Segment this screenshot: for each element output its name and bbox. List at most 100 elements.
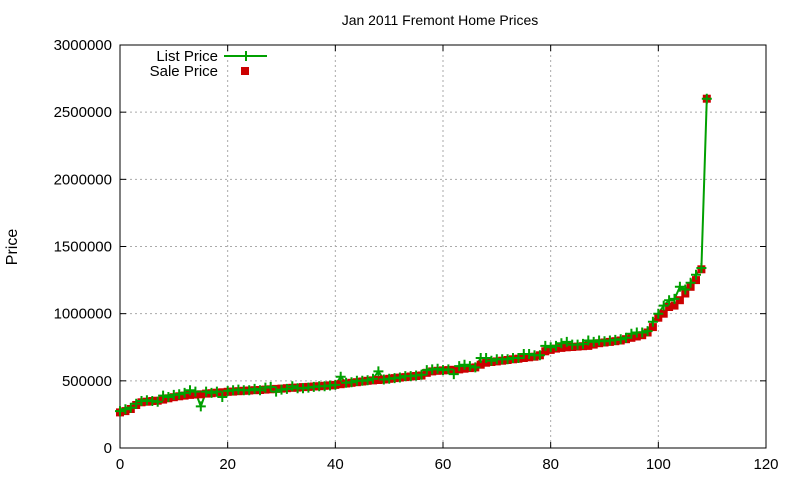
list-price-point	[561, 336, 572, 347]
sale-price-point	[665, 303, 674, 311]
axis-ticks: 0 500000 1000000 1500000 2000000 2500000 30000…	[54, 37, 779, 473]
x-tick-label: 120	[753, 456, 778, 473]
list-price-point	[330, 379, 341, 390]
list-price-point	[244, 385, 255, 396]
list-price-point	[524, 349, 535, 359]
list-price-point	[416, 369, 427, 380]
list-price-point	[513, 353, 524, 363]
y-tick-label: 1500000	[54, 239, 112, 256]
y-tick-label: 500000	[62, 373, 112, 390]
x-tick-label: 60	[435, 456, 452, 473]
y-tick-label: 0	[104, 440, 112, 457]
list-price-point	[271, 386, 282, 397]
list-price-point	[115, 406, 125, 417]
list-price-point	[653, 308, 664, 319]
list-price-point	[685, 277, 696, 288]
list-price-point	[174, 389, 185, 400]
list-price-point	[362, 375, 373, 386]
x-tick-label: 100	[646, 456, 671, 473]
list-price-point	[211, 386, 222, 397]
list-price-point	[637, 327, 648, 338]
list-price-point	[502, 354, 513, 365]
list-price-point	[185, 385, 195, 396]
list-price-point	[158, 390, 169, 401]
list-price-point	[201, 386, 212, 397]
list-price-point	[551, 340, 561, 351]
list-price-point	[701, 93, 712, 104]
list-price-point	[481, 353, 492, 363]
series-layer	[115, 93, 712, 417]
sale-price-point	[675, 296, 684, 305]
list-price-point	[464, 361, 475, 372]
list-price-point	[179, 387, 190, 398]
y-tick-label: 3000000	[54, 37, 112, 54]
list-price-point	[125, 402, 136, 413]
list-price-point	[394, 372, 405, 383]
x-tick-label: 20	[219, 456, 236, 473]
legend: List Price Sale Price	[150, 48, 267, 80]
sale-price-point	[196, 390, 205, 399]
sale-price-point	[562, 343, 571, 352]
list-price-point	[486, 355, 497, 366]
y-tick-label: 2000000	[54, 171, 112, 188]
list-price-line	[119, 98, 708, 413]
list-price-point	[647, 316, 658, 327]
list-price-point	[621, 332, 631, 343]
sale-price-point	[336, 380, 345, 389]
list-price-point	[373, 366, 384, 377]
list-price-point	[578, 338, 588, 349]
list-price-point	[335, 371, 346, 382]
list-price-point	[696, 263, 707, 273]
list-price-point	[658, 300, 669, 311]
list-price-point	[680, 284, 691, 295]
list-price-point	[626, 328, 637, 339]
sale-price-point	[541, 347, 550, 356]
list-price-point	[287, 381, 298, 392]
legend-label-sale-price: Sale Price	[150, 63, 218, 80]
list-price-point	[346, 377, 357, 388]
list-price-point	[691, 269, 701, 280]
list-price-point	[642, 326, 653, 337]
list-price-point	[556, 338, 567, 349]
y-axis-label: Price	[4, 229, 21, 266]
list-price-point	[470, 362, 481, 373]
x-tick-label: 40	[327, 456, 344, 473]
list-price-point	[432, 363, 443, 374]
list-price-point	[131, 398, 142, 409]
list-price-point	[368, 373, 378, 384]
list-price-point	[669, 293, 680, 304]
sale-price-point	[648, 323, 657, 332]
list-price-point	[281, 383, 292, 394]
sale-price-point	[692, 276, 700, 285]
list-price-point	[249, 383, 260, 394]
list-price-point	[459, 359, 470, 370]
list-price-point	[448, 369, 459, 380]
list-price-point	[540, 340, 551, 351]
list-price-point	[454, 361, 465, 372]
x-tick-label: 80	[542, 456, 559, 473]
list-price-point	[190, 386, 201, 397]
sale-price-point	[374, 376, 383, 384]
list-price-point	[217, 392, 228, 402]
y-tick-label: 1000000	[54, 306, 112, 323]
list-price-point	[534, 350, 545, 361]
list-price-point	[195, 401, 206, 412]
sale-price-point	[659, 309, 668, 318]
sale-price-point	[584, 341, 593, 350]
legend-label-list-price: List Price	[156, 48, 218, 65]
list-price-point	[120, 404, 131, 415]
list-price-point	[664, 295, 675, 306]
list-price-point	[443, 364, 454, 375]
list-price-point	[206, 387, 217, 398]
list-price-point	[163, 392, 174, 402]
list-price-point	[152, 396, 163, 407]
sale-price-point	[670, 301, 679, 310]
y-tick-label: 2500000	[54, 104, 112, 121]
list-price-point	[545, 342, 556, 353]
list-price-point	[588, 336, 599, 347]
chart-title: Jan 2011 Fremont Home Prices	[342, 12, 539, 28]
sale-price-point	[476, 360, 485, 369]
x-tick-label: 0	[116, 456, 124, 473]
